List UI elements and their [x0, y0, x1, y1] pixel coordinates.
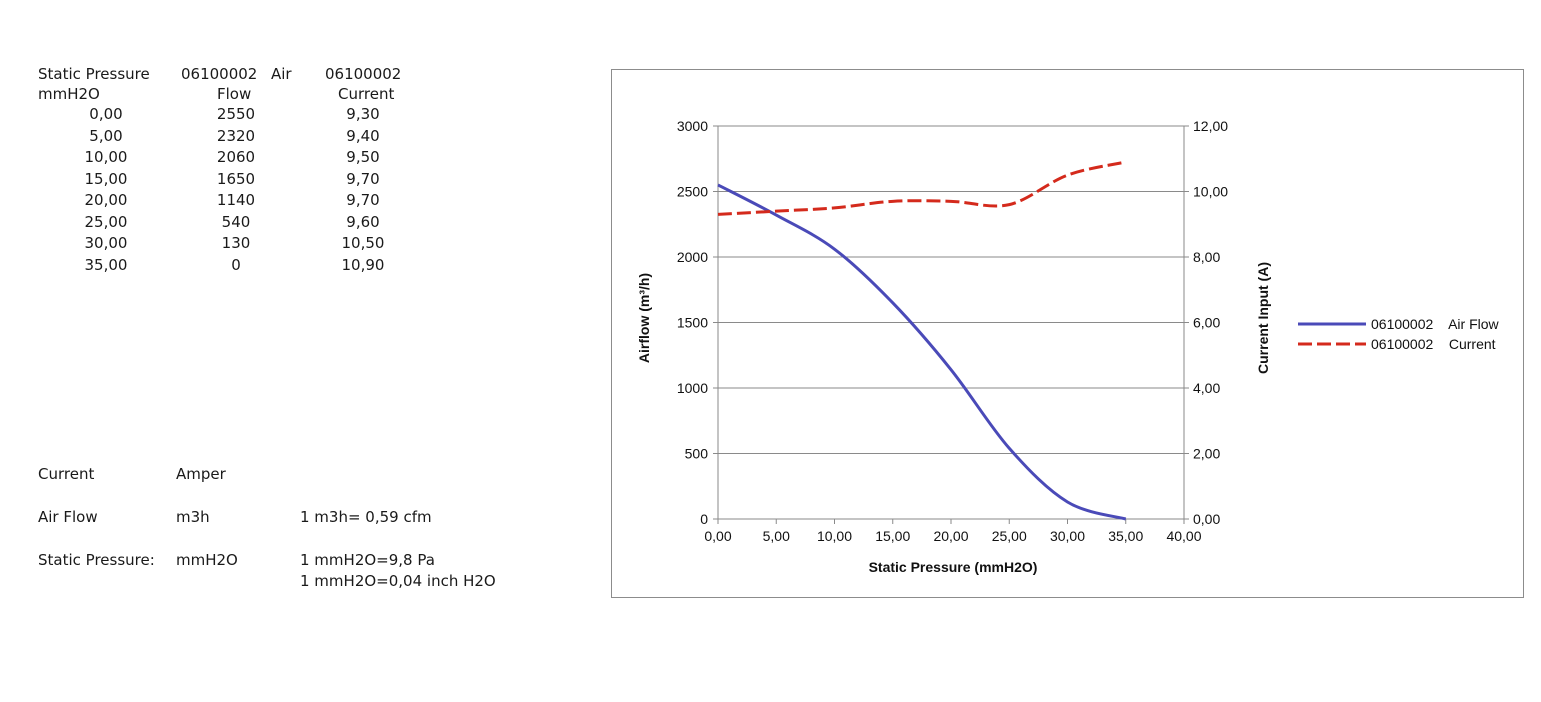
table-cell-pressure: 10,00: [84, 148, 128, 166]
x-tick-labels: 0,00 5,00 10,00 15,00 20,00 25,00 30,00 35,00 40…: [704, 528, 1201, 544]
table-cell-pressure: 20,00: [84, 191, 128, 209]
y-left-tick-label: 1000: [677, 380, 708, 396]
y-right-tick-labels: 0,00 2,00 4,00 6,00 8,00 10,00 12,00: [1193, 118, 1228, 527]
col-flow-header-air: Air: [271, 65, 292, 83]
pressure-conversion-1: 1 mmH2O=9,8 Pa: [300, 551, 435, 569]
y-right-tick-label: 0,00: [1193, 511, 1220, 527]
y-right-tick-label: 2,00: [1193, 446, 1220, 462]
table-cell-flow: 540: [221, 212, 251, 231]
x-tick-label: 35,00: [1108, 528, 1143, 544]
x-tick-label: 30,00: [1050, 528, 1085, 544]
x-axis-title: Static Pressure (mmH2O): [869, 559, 1038, 575]
x-tick-label: 40,00: [1166, 528, 1201, 544]
table-cell-flow: 2550: [216, 105, 256, 123]
legend-airflow-label: 06100002 Air Flow: [1371, 316, 1500, 332]
y-left-tick-label: 1500: [677, 315, 708, 331]
col-current-header-line1: 06100002: [325, 65, 402, 83]
col-current-header-line2: Current: [338, 85, 395, 103]
current-unit: Amper: [176, 465, 226, 483]
y-left-axis-title: Airflow (m³/h): [636, 273, 652, 363]
table-cell-current: 9,30: [346, 105, 380, 123]
col-pressure-header-line1: Static Pressure: [38, 65, 150, 83]
table-cell-current: 9,60: [346, 212, 380, 231]
axes: [713, 125, 1189, 524]
legend-current-label: 06100002 Current: [1371, 336, 1496, 352]
table-cell-flow: 1140: [216, 191, 256, 209]
grid: [718, 125, 1184, 520]
y-left-tick-labels: 0 500 1000 1500 2000 2500 3000: [677, 118, 708, 527]
y-left-tick-label: 3000: [677, 118, 708, 134]
x-tick-label: 0,00: [704, 528, 731, 544]
table-cell-flow: 0: [231, 255, 241, 274]
y-left-tick-label: 2000: [677, 249, 708, 265]
y-right-tick-label: 4,00: [1193, 380, 1220, 396]
y-right-tick-label: 10,00: [1193, 184, 1228, 200]
table-cell-pressure: 35,00: [84, 255, 128, 274]
table-cell-flow: 2320: [216, 126, 256, 145]
current-label: Current: [38, 465, 95, 483]
y-right-tick-label: 12,00: [1193, 118, 1228, 134]
y-right-tick-label: 8,00: [1193, 249, 1220, 265]
y-right-tick-label: 6,00: [1193, 315, 1220, 331]
table-cell-flow: 130: [221, 234, 251, 252]
airflow-series-line: [717, 183, 1127, 521]
x-tick-label: 20,00: [933, 528, 968, 544]
airflow-unit: m3h: [176, 508, 210, 526]
chart-frame: 0,00 5,00 10,00 15,00 20,00 25,00 30,00 35,00 40…: [611, 69, 1524, 598]
x-tick-label: 15,00: [875, 528, 910, 544]
table-cell-pressure: 25,00: [84, 212, 128, 231]
pressure-label: Static Pressure:: [38, 551, 155, 569]
chart: 0,00 5,00 10,00 15,00 20,00 25,00 30,00 35,00 40…: [636, 118, 1500, 575]
series-lines: [717, 160, 1127, 521]
airflow-conversion: 1 m3h= 0,59 cfm: [300, 508, 432, 526]
pressure-unit: mmH2O: [176, 551, 238, 569]
legend: 06100002 Air Flow 06100002 Current: [1298, 316, 1500, 352]
table-cell-current: 9,50: [346, 148, 380, 166]
x-tick-label: 25,00: [992, 528, 1027, 544]
y-right-axis-title: Current Input (A): [1255, 262, 1271, 374]
y-left-tick-label: 0: [700, 511, 708, 527]
current-series-line: [717, 160, 1127, 216]
table-cell-current: 10,50: [341, 234, 385, 252]
table-cell-pressure: 30,00: [84, 234, 128, 252]
col-flow-header-line1: 06100002: [181, 65, 258, 83]
table-cell-flow: 1650: [216, 169, 256, 188]
table-cell-pressure: 5,00: [89, 126, 123, 145]
x-tick-label: 5,00: [763, 528, 790, 544]
y-left-tick-label: 2500: [677, 184, 708, 200]
pressure-conversion-2: 1 mmH2O=0,04 inch H2O: [300, 572, 496, 590]
table-cell-pressure: 15,00: [84, 169, 128, 188]
table-cell-flow: 2060: [216, 148, 256, 166]
col-pressure-header-line2: mmH2O: [38, 85, 100, 103]
table-cell-pressure: 0,00: [89, 105, 123, 123]
x-tick-label: 10,00: [817, 528, 852, 544]
table-cell-current: 9,70: [346, 191, 380, 209]
col-flow-header-line2: Flow: [217, 85, 252, 103]
table-cell-current: 9,40: [346, 126, 380, 145]
airflow-label: Air Flow: [38, 508, 98, 526]
table-cell-current: 9,70: [346, 169, 380, 188]
y-left-tick-label: 500: [685, 446, 709, 462]
table-cell-current: 10,90: [341, 255, 385, 274]
